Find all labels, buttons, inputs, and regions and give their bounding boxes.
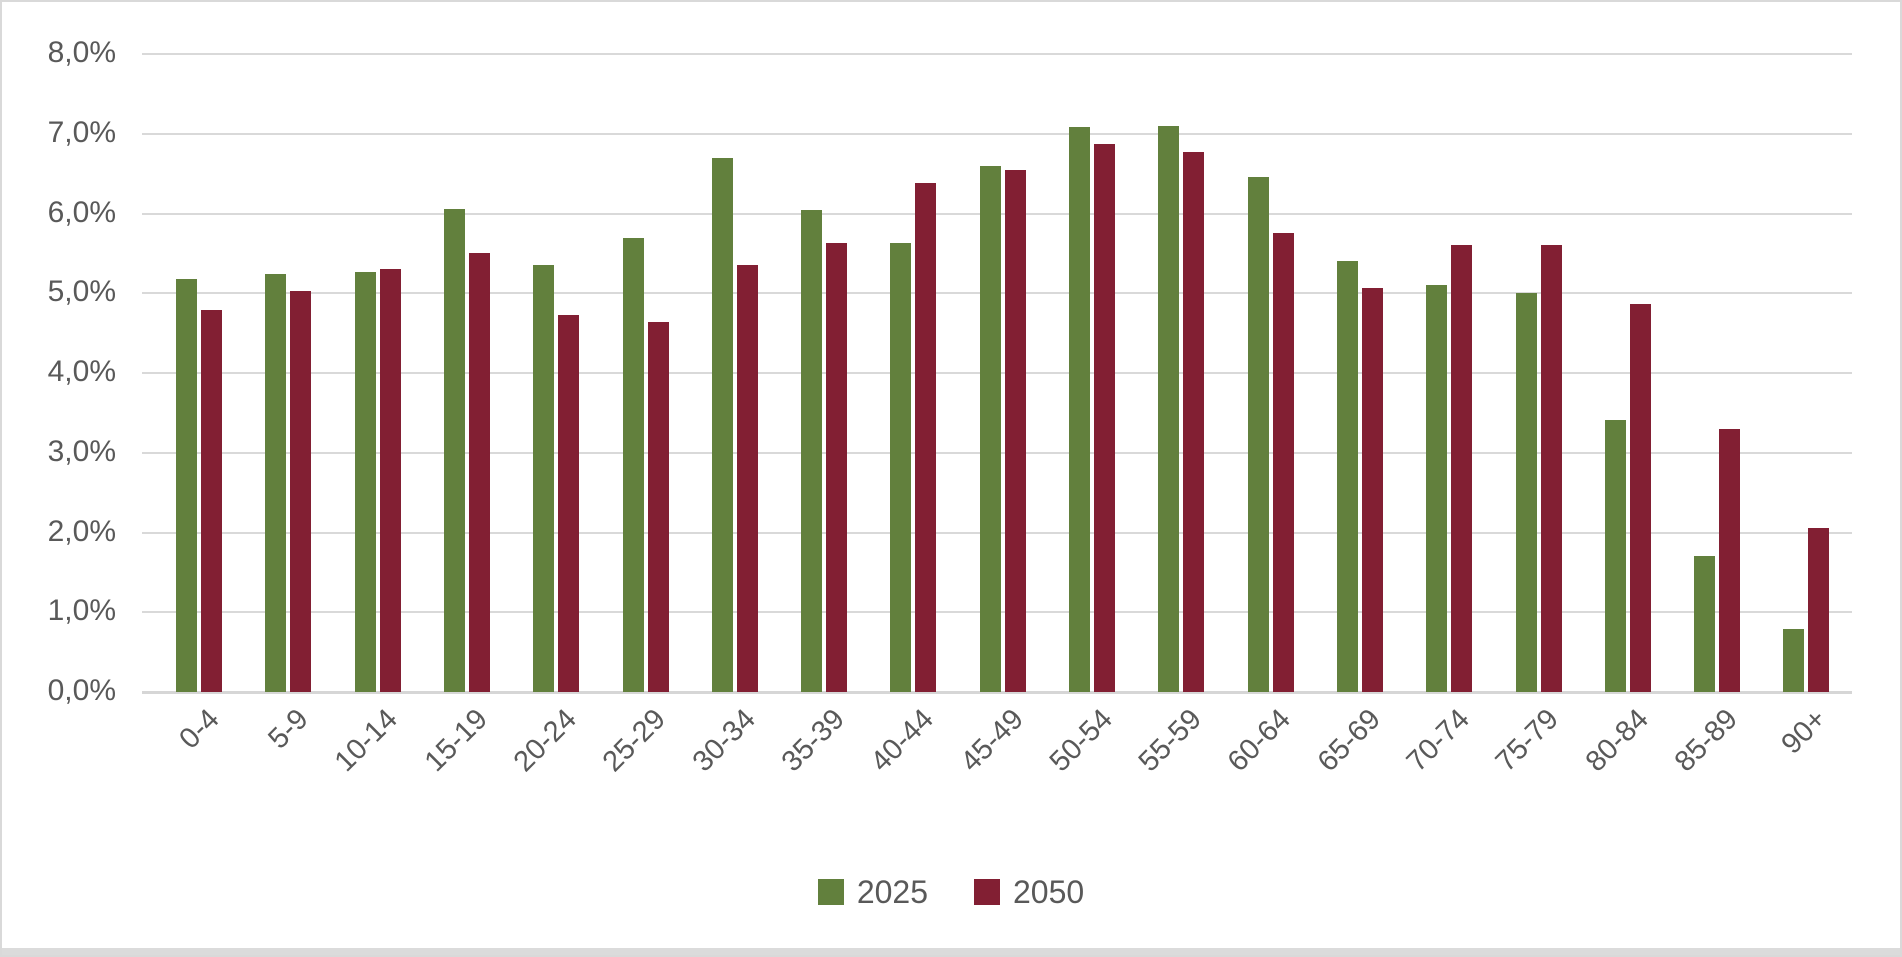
legend-item-2025: 2025 [817, 874, 928, 910]
x-tick-label-60-64: 60-64 [1222, 703, 1298, 779]
bar-2050-65-69 [1361, 288, 1383, 692]
y-tick-label-2pct: 2,0% [47, 514, 116, 548]
y-tick-label-5pct: 5,0% [47, 275, 116, 309]
bar-2025-10-14 [354, 271, 376, 692]
x-tick-label-25-29: 25-29 [597, 703, 673, 779]
x-tick-label-40-44: 40-44 [864, 703, 941, 779]
x-tick-label-80-84: 80-84 [1579, 703, 1655, 779]
bar-2050-50-54 [1094, 144, 1115, 692]
bar-2025-25-29 [622, 238, 644, 692]
x-tick-label-15-19: 15-19 [418, 703, 494, 779]
y-tick-label-0pct: 0,0% [47, 674, 116, 707]
bar-2050-15-19 [468, 253, 490, 692]
legend-label-2050: 2050 [1013, 874, 1085, 910]
bar-2050-80-84 [1629, 303, 1651, 692]
gridline-0pct [142, 691, 1852, 694]
bar-2050-60-64 [1272, 233, 1294, 692]
x-tick-label-10-14: 10-14 [329, 703, 405, 779]
gridline-8pct [142, 53, 1852, 55]
bar-2025-35-39 [801, 210, 823, 692]
x-tick-label-45-49: 45-49 [954, 703, 1030, 779]
bar-2050-25-29 [647, 321, 669, 692]
bar-2050-20-24 [558, 314, 580, 692]
legend-swatch-2050 [974, 879, 1000, 905]
legend-item-2050: 2050 [974, 876, 1084, 908]
bar-2025-50-54 [1069, 127, 1090, 692]
y-tick-label-8pct: 8,0% [47, 36, 116, 69]
bottom-edge [2, 948, 1900, 955]
x-tick-label-75-79: 75-79 [1490, 703, 1566, 779]
bar-2025-15-19 [443, 208, 465, 692]
bar-2025-20-24 [533, 265, 555, 692]
bar-2025-30-34 [711, 157, 733, 692]
x-tick-label-85-89: 85-89 [1668, 703, 1744, 779]
y-tick-label-6pct: 6,0% [47, 195, 116, 229]
x-tick-label-65-69: 65-69 [1311, 703, 1387, 779]
bar-2050-90+ [1808, 527, 1830, 692]
gridline-7pct [142, 132, 1852, 135]
bar-2050-85-89 [1719, 428, 1741, 692]
x-tick-label-90+: 90+ [1775, 703, 1834, 761]
bar-2025-80-84 [1604, 420, 1626, 692]
x-tick-label-20-24: 20-24 [507, 703, 583, 779]
bar-2025-70-74 [1426, 285, 1448, 692]
bar-2050-35-39 [826, 243, 848, 692]
bar-2025-55-59 [1158, 125, 1180, 692]
legend-label-2025: 2025 [856, 874, 928, 910]
legend: 2025 2050 [2, 870, 1900, 914]
bar-2025-0-4 [176, 278, 197, 692]
bar-2050-70-74 [1451, 245, 1473, 692]
x-tick-label-30-34: 30-34 [686, 703, 762, 779]
bar-2050-75-79 [1540, 244, 1562, 692]
bar-2025-5-9 [265, 274, 287, 692]
bar-2025-45-49 [979, 165, 1001, 692]
bar-2050-5-9 [290, 290, 312, 692]
bar-2050-55-59 [1183, 152, 1205, 692]
x-tick-label-35-39: 35-39 [775, 703, 851, 779]
y-tick-label-4pct: 4,0% [47, 355, 116, 388]
bar-2025-65-69 [1336, 261, 1358, 692]
bar-2025-40-44 [890, 243, 912, 692]
bar-2025-85-89 [1694, 555, 1716, 692]
bar-2050-0-4 [201, 309, 222, 692]
y-tick-label-1pct: 1,0% [47, 594, 116, 628]
bar-2050-45-49 [1004, 169, 1026, 692]
x-tick-label-70-74: 70-74 [1400, 703, 1476, 779]
bar-2050-40-44 [915, 183, 937, 692]
bar-2025-60-64 [1247, 176, 1269, 692]
y-tick-label-3pct: 3,0% [47, 434, 116, 468]
y-tick-label-7pct: 7,0% [47, 115, 116, 149]
x-tick-label-50-54: 50-54 [1043, 703, 1119, 779]
bar-2025-90+ [1783, 628, 1805, 692]
bar-2050-10-14 [379, 268, 401, 692]
bar-2025-75-79 [1515, 293, 1537, 692]
bar-2050-30-34 [736, 265, 758, 692]
x-tick-label-55-59: 55-59 [1132, 703, 1208, 779]
legend-swatch-2025 [817, 879, 844, 905]
x-tick-label-0-4: 0-4 [173, 703, 226, 756]
x-tick-label-5-9: 5-9 [262, 703, 315, 756]
